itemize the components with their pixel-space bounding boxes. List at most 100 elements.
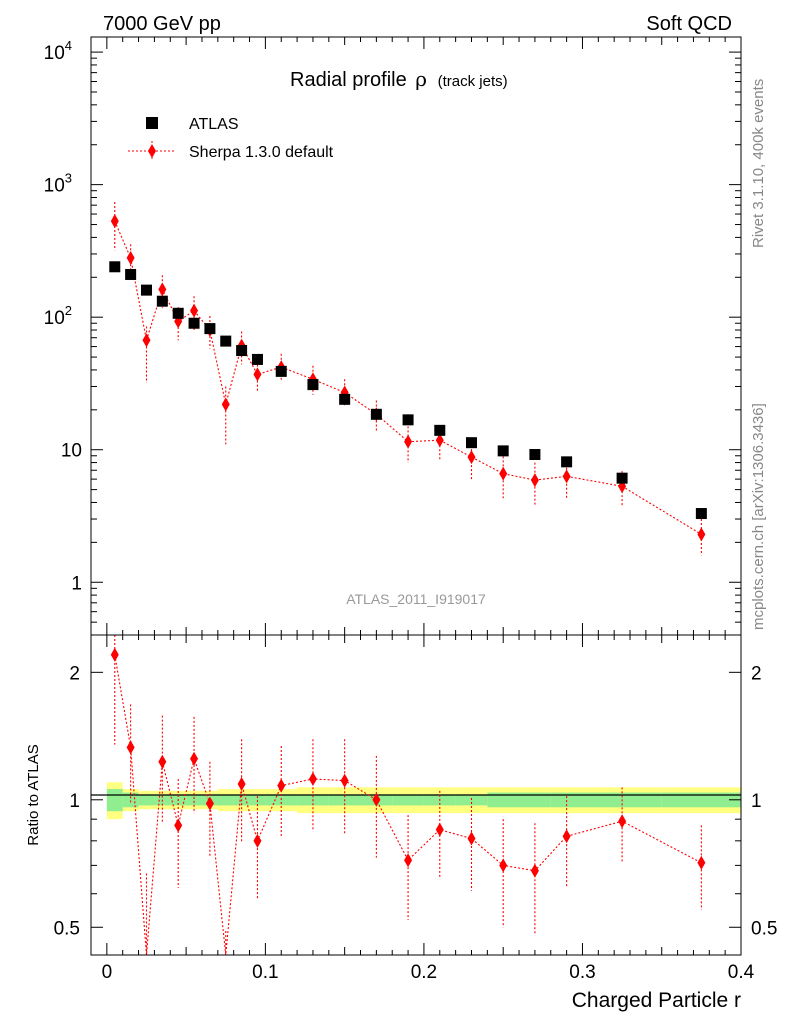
ratio-axis-ticks [91,635,742,955]
sherpa-point [158,282,167,297]
sherpa-point [190,303,199,318]
ratio-ytick-label-left: 0.5 [54,918,80,939]
ratio-sherpa-point [308,771,317,786]
x-tick-label: 0.4 [728,962,755,983]
sherpa-line [114,220,702,535]
sherpa-point [562,469,571,484]
atlas-point [109,261,121,273]
band-inner-bin [519,792,551,808]
ratio-sherpa-point [174,818,183,833]
process-label: Soft QCD [646,13,732,35]
sherpa-points [110,214,706,542]
main-ytick-label: 10 [61,441,82,462]
energy-label: 7000 GeV pp [103,13,221,35]
legend-atlas-label: ATLAS [189,116,239,133]
main-ytick-label-base: 10 [44,308,65,329]
sherpa-point [126,250,135,265]
sherpa-point [404,434,413,449]
ratio-sherpa-point [530,863,539,878]
atlas-point [140,284,152,296]
main-ytick-label-exp: 4 [65,38,72,53]
chart-title-main: Radial profile [290,69,407,91]
ratio-sherpa-point [277,778,286,793]
legend-sherpa-marker [148,144,156,158]
legend-atlas-marker [146,117,158,129]
band-inner-bin [217,794,234,806]
ratio-sherpa-point [190,751,199,766]
ratio-ytick-label-right: 1 [751,791,762,812]
ratio-sherpa-points [110,647,706,878]
ratio-sherpa-point [404,853,413,868]
atlas-point [236,345,248,357]
ratio-frame [90,634,742,956]
atlas-point [188,317,200,329]
band-inner-bin [122,792,139,808]
band-inner-bin [550,792,583,808]
chart-title-suffix: (track jets) [438,73,508,90]
ratio-sherpa-point [562,829,571,844]
ratio-sherpa-line [114,654,702,956]
sherpa-point [697,527,706,542]
legend-sherpa-label: Sherpa 1.3.0 default [189,144,334,161]
ratio-ytick-label-right: 2 [751,663,762,684]
ratio-ytick-label-left: 2 [69,663,80,684]
ratio-sherpa-point [237,776,246,791]
main-axis-ticks [91,37,742,636]
atlas-point [695,508,707,520]
sherpa-point [499,466,508,481]
sherpa-polyline [114,220,702,535]
atlas-point [156,295,168,307]
main-ytick-label: 1 [71,573,82,594]
mcplots-label: mcplots.cern.ch [arXiv:1306.3436] [750,403,767,630]
ratio-sherpa-polyline [114,654,702,956]
chart-title-symbol: ρ [415,67,427,91]
sherpa-point [435,433,444,448]
rivet-label: Rivet 3.1.10, 400k events [750,79,767,248]
ratio-panel: 0.5 0.51 12 2 0 0.1 0.2 0.3 0.4 Ratio to ATLAS … [25,634,778,1012]
sherpa-point [530,473,539,488]
atlas-point [561,456,573,468]
main-ytick-label-base: 10 [44,43,65,64]
ratio-sherpa-point [205,796,214,811]
ratio-sherpa-point [372,792,381,807]
sherpa-point [253,367,262,382]
atlas-point [307,379,319,391]
main-ytick-label-base: 1 [71,573,82,594]
atlas-point [339,393,351,405]
atlas-point [220,335,232,347]
ratio-sherpa-point [697,855,706,870]
atlas-point [616,472,628,484]
atlas-point [370,408,382,420]
x-tick-labels: 0 0.1 0.2 0.3 0.4 [102,962,755,983]
sherpa-point [221,397,230,412]
atlas-points [109,261,707,520]
main-ytick-label: 103 [44,171,72,197]
atlas-point [251,353,263,365]
main-ytick-label-base: 10 [44,176,65,197]
band-inner-bin [106,789,123,812]
sherpa-point [110,214,119,229]
ratio-y-tick-labels: 0.5 0.5 1 1 2 2 [54,663,778,939]
ratio-ytick-label-right: 0.5 [751,918,777,939]
atlas-point [275,365,287,377]
atlas-point [497,445,509,457]
band-inner-bin [661,792,741,808]
main-ytick-label-base: 10 [61,441,82,462]
atlas-point [172,307,184,319]
atlas-point [402,414,414,426]
sherpa-error-bars [114,201,702,556]
sherpa-point [142,333,151,348]
atlas-point [204,323,216,335]
ratio-sherpa-point [618,814,627,829]
chart-title: Radial profile ρ (track jets) [290,67,508,91]
ratio-sherpa-point [340,773,349,788]
x-tick-label: 0.2 [411,962,437,983]
atlas-point [125,268,137,280]
x-axis-label: Charged Particle r [572,989,741,1012]
main-ytick-label: 104 [44,38,72,64]
band-inner-bin [138,794,155,806]
atlas-point [465,437,477,449]
